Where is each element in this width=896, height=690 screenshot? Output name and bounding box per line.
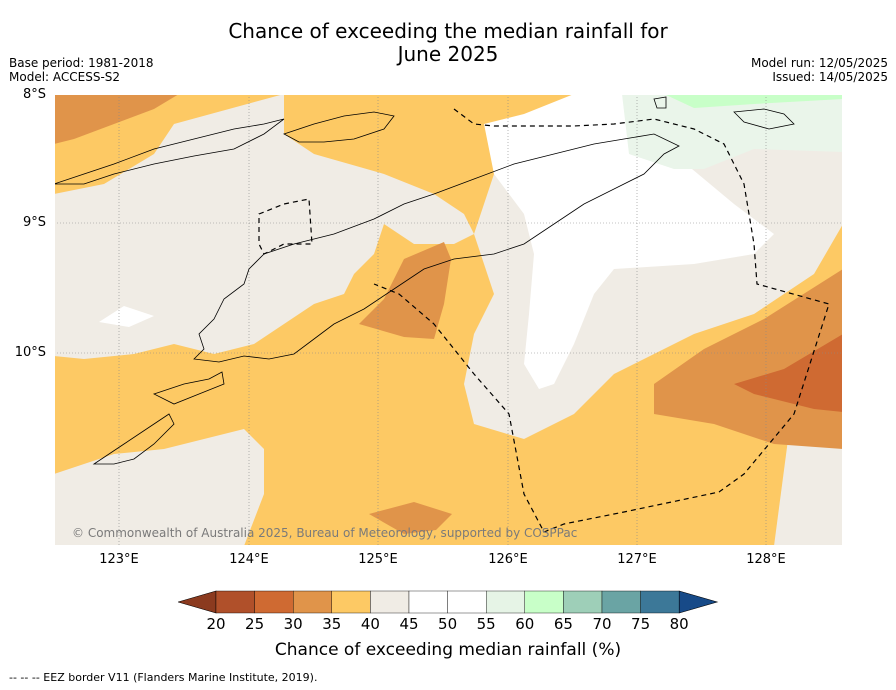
lon-label-125e: 125°E xyxy=(358,552,398,567)
meta-right: Model run: 12/05/2025 Issued: 14/05/2025 xyxy=(751,56,888,84)
colorbar-extend-high xyxy=(678,590,719,614)
colorbar-tick-80: 80 xyxy=(669,615,689,633)
colorbar-segment-35-40 xyxy=(331,590,371,614)
zone-30-35-central xyxy=(359,242,451,339)
lat-label-9s: 9°S xyxy=(22,215,46,230)
zone-40-45-west xyxy=(54,94,474,359)
issued-label: Issued: 14/05/2025 xyxy=(772,70,888,84)
title-line-1: Chance of exceeding the median rainfall … xyxy=(228,19,668,43)
zone-60-65 xyxy=(664,94,843,108)
rainfall-map xyxy=(54,94,843,546)
title-line-2: June 2025 xyxy=(397,42,499,66)
eez-border-west xyxy=(258,198,313,255)
model-run-label: Model run: 12/05/2025 xyxy=(750,56,888,70)
zone-30-35-northwest xyxy=(54,94,179,144)
lon-label-127e: 127°E xyxy=(617,552,657,567)
colorbar-segment-20-25 xyxy=(215,590,255,614)
colorbar-tick-35: 35 xyxy=(322,615,342,633)
zone-40-45-southwest xyxy=(54,429,264,546)
colorbar-segment-55-60 xyxy=(486,590,526,614)
coastlines xyxy=(54,96,795,465)
lon-label-128e: 128°E xyxy=(746,552,786,567)
colorbar-tick-55: 55 xyxy=(476,615,496,633)
map-title: Chance of exceeding the median rainfall … xyxy=(0,20,896,66)
colorbar-extend-low xyxy=(178,590,217,614)
lat-label-10s: 10°S xyxy=(14,345,46,360)
colorbar-segment-70-75 xyxy=(601,590,641,614)
colorbar-segment-65-70 xyxy=(563,590,603,614)
colorbar-segment-60-65 xyxy=(524,590,564,614)
colorbar-tick-60: 60 xyxy=(515,615,535,633)
copyright-watermark: © Commonwealth of Australia 2025, Bureau… xyxy=(72,526,578,540)
colorbar-tick-75: 75 xyxy=(631,615,651,633)
zone-45-55-central xyxy=(484,94,774,389)
eez-border xyxy=(373,108,830,533)
lon-label-123e: 123°E xyxy=(99,552,139,567)
colorbar-tick-25: 25 xyxy=(245,615,265,633)
colorbar-tick-45: 45 xyxy=(399,615,419,633)
colorbar-segment-50-55 xyxy=(447,590,487,614)
lat-label-8s: 8°S xyxy=(22,87,46,102)
graticule xyxy=(54,94,843,546)
eez-footnote: -- -- -- EEZ border V11 (Flanders Marine… xyxy=(9,671,318,684)
colorbar-tick-40: 40 xyxy=(360,615,380,633)
base-period-label: Base period: 1981-2018 xyxy=(9,56,154,70)
colorbar-segment-40-45 xyxy=(370,590,410,614)
colorbar xyxy=(178,590,719,614)
zone-55-60 xyxy=(622,94,843,169)
zone-30-35-south xyxy=(369,502,452,534)
colorbar-tick-50: 50 xyxy=(438,615,458,633)
colorbar-segment-30-35 xyxy=(292,590,332,614)
model-label: Model: ACCESS-S2 xyxy=(9,70,121,84)
lon-label-126e: 126°E xyxy=(488,552,528,567)
colorbar-tick-30: 30 xyxy=(283,615,303,633)
colorbar-segment-25-30 xyxy=(254,590,294,614)
lon-label-124e: 124°E xyxy=(229,552,269,567)
zone-45-55-small xyxy=(99,306,154,327)
colorbar-tick-65: 65 xyxy=(553,615,573,633)
colorbar-segment-75-80 xyxy=(640,590,680,614)
meta-left: Base period: 1981-2018 Model: ACCESS-S2 xyxy=(9,56,154,84)
colorbar-title: Chance of exceeding median rainfall (%) xyxy=(274,640,622,660)
colorbar-segment-45-50 xyxy=(408,590,448,614)
zone-25-30-east xyxy=(734,334,843,412)
colorbar-tick-70: 70 xyxy=(592,615,612,633)
map-frame xyxy=(54,94,843,546)
colorbar-tick-20: 20 xyxy=(206,615,226,633)
